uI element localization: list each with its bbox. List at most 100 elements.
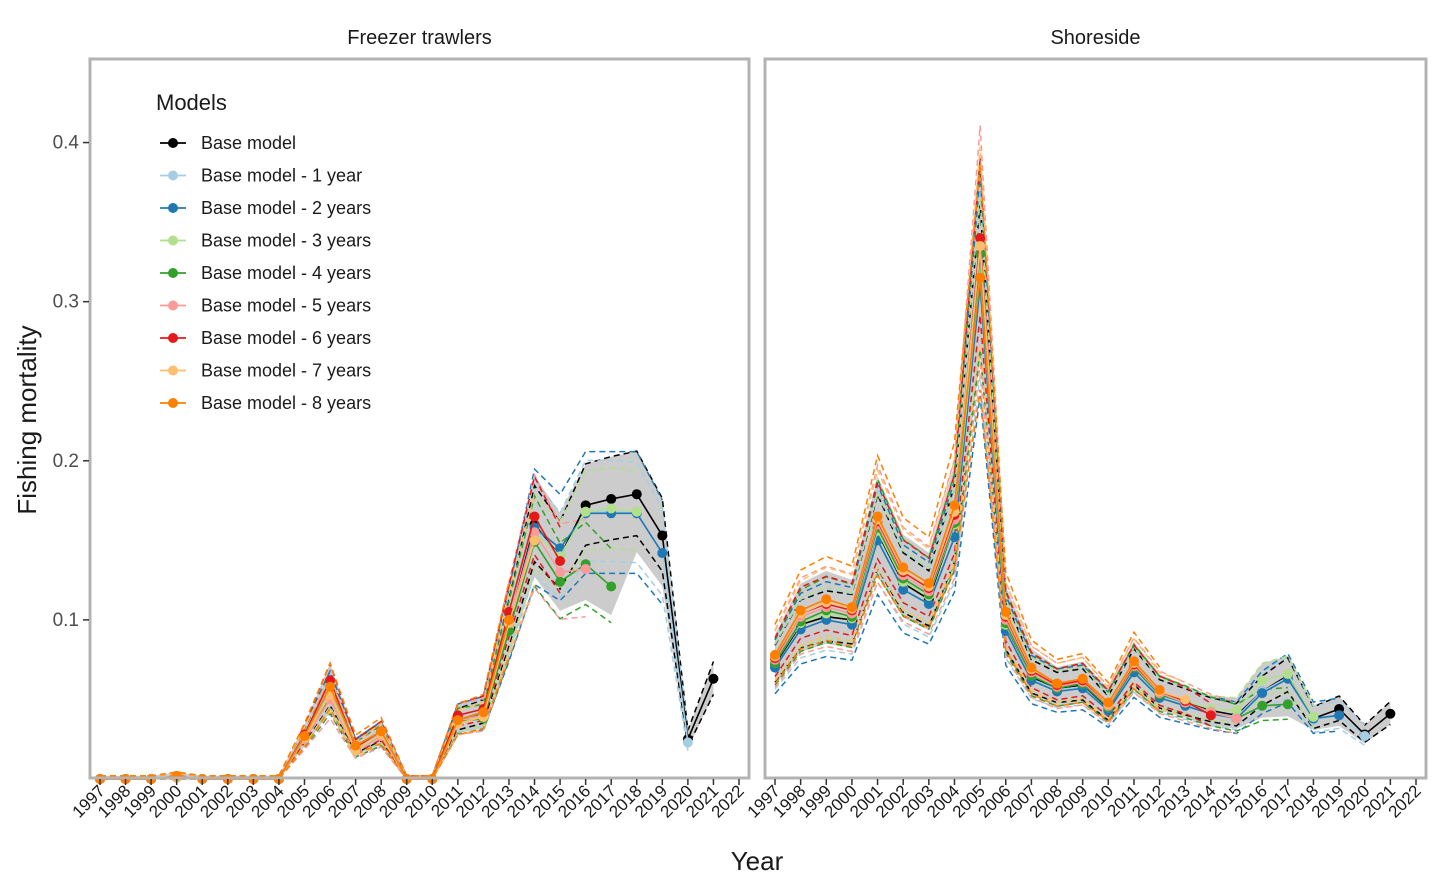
panel-title: Freezer trawlers xyxy=(347,27,491,49)
legend-key-point xyxy=(168,333,178,343)
data-point xyxy=(452,715,463,726)
data-point xyxy=(898,562,909,573)
legend-key-point xyxy=(168,203,178,213)
data-point xyxy=(1026,662,1037,673)
lower-interval-line xyxy=(100,656,510,780)
data-point xyxy=(1385,708,1396,719)
panel-1: Freezer trawlers199719981999200020012002… xyxy=(53,27,751,822)
data-point xyxy=(1282,699,1293,710)
data-point xyxy=(657,530,668,541)
data-point xyxy=(555,576,566,587)
y-tick-label: 0.2 xyxy=(53,451,79,472)
data-point xyxy=(1257,700,1268,711)
legend-key-point xyxy=(168,170,178,181)
legend-entry: Base model - 6 years xyxy=(160,328,371,348)
series-line xyxy=(100,540,536,780)
legend: Models Base model Base model - 1 year Base … xyxy=(156,90,371,413)
data-point xyxy=(631,506,642,517)
legend-entry: Base model xyxy=(160,133,296,153)
panel-2: Shoreside1997199819992000200120022003200… xyxy=(744,27,1428,822)
legend-key-point xyxy=(168,398,178,408)
legend-title: Models xyxy=(156,90,227,115)
lower-interval-line xyxy=(774,343,1186,721)
data-point xyxy=(1231,713,1242,724)
legend-key-point xyxy=(168,268,178,278)
data-point xyxy=(555,567,566,578)
panel-border xyxy=(88,57,751,780)
series-line xyxy=(774,277,1161,704)
data-point xyxy=(1103,697,1114,708)
data-point xyxy=(1205,710,1216,721)
legend-entry: Base model - 4 years xyxy=(160,263,371,283)
legend-key-point xyxy=(168,235,178,246)
y-axis-title: Fishing mortality xyxy=(12,325,42,514)
data-point xyxy=(478,707,489,718)
series-line xyxy=(774,285,1340,720)
legend-label: Base model xyxy=(201,133,296,153)
data-point xyxy=(555,556,566,567)
data-point xyxy=(846,602,857,613)
data-point xyxy=(923,598,934,609)
data-point xyxy=(821,594,832,605)
data-point xyxy=(631,489,642,500)
upper-interval-line xyxy=(100,581,510,777)
x-axis-title: Year xyxy=(731,846,784,876)
data-point xyxy=(1154,684,1165,695)
uncertainty-ribbon xyxy=(775,159,1391,744)
data-point xyxy=(376,726,387,737)
upper-interval-line xyxy=(774,164,1161,684)
legend-entry: Base model - 7 years xyxy=(160,361,371,381)
data-point xyxy=(795,605,806,616)
legend-key-point xyxy=(168,365,178,376)
data-point xyxy=(923,578,934,589)
data-point xyxy=(580,563,591,574)
legend-label: Base model - 5 years xyxy=(201,296,371,316)
data-point xyxy=(606,581,617,592)
data-point xyxy=(529,527,540,538)
data-point xyxy=(1128,656,1139,667)
data-point xyxy=(872,511,883,522)
data-point xyxy=(975,272,986,283)
data-point xyxy=(1282,668,1293,679)
data-point xyxy=(1052,678,1063,689)
upper-interval-line xyxy=(774,146,1186,689)
data-point xyxy=(1257,688,1268,699)
series-line xyxy=(100,514,561,780)
legend-key-point xyxy=(168,138,178,148)
data-point xyxy=(1334,710,1345,721)
lower-interval-line xyxy=(774,389,1161,723)
lower-interval-line xyxy=(100,584,536,780)
series-line xyxy=(100,619,510,780)
data-point xyxy=(325,681,336,692)
data-point xyxy=(529,535,540,546)
legend-entry: Base model - 8 years xyxy=(160,393,371,413)
data-point xyxy=(350,740,361,751)
upper-interval-line xyxy=(774,193,1366,726)
data-point xyxy=(682,737,693,748)
legend-entry: Base model - 2 years xyxy=(160,198,371,218)
data-point xyxy=(898,584,909,595)
data-point xyxy=(1000,606,1011,617)
panel-title: Shoreside xyxy=(1050,27,1140,49)
legend-entry: Base model - 5 years xyxy=(160,296,371,316)
legend-label: Base model - 1 year xyxy=(201,166,362,186)
data-point xyxy=(299,731,310,742)
data-point xyxy=(1231,705,1242,716)
legend-entry: Base model - 3 years xyxy=(160,231,371,251)
data-point xyxy=(580,506,591,517)
legend-key-point xyxy=(168,300,178,311)
legend-entry: Base model - 1 year xyxy=(160,166,362,186)
data-point xyxy=(606,503,617,514)
data-point xyxy=(503,614,514,625)
legend-label: Base model - 4 years xyxy=(201,263,371,283)
data-point xyxy=(949,532,960,543)
data-point xyxy=(657,548,668,559)
panels-layer: Freezer trawlers199719981999200020012002… xyxy=(53,27,1428,822)
lower-interval-line xyxy=(774,364,1237,735)
y-tick-label: 0.1 xyxy=(53,610,79,631)
y-tick-label: 0.3 xyxy=(53,292,79,313)
upper-interval-line xyxy=(774,204,1391,727)
data-point xyxy=(708,673,719,684)
data-point xyxy=(606,493,617,504)
